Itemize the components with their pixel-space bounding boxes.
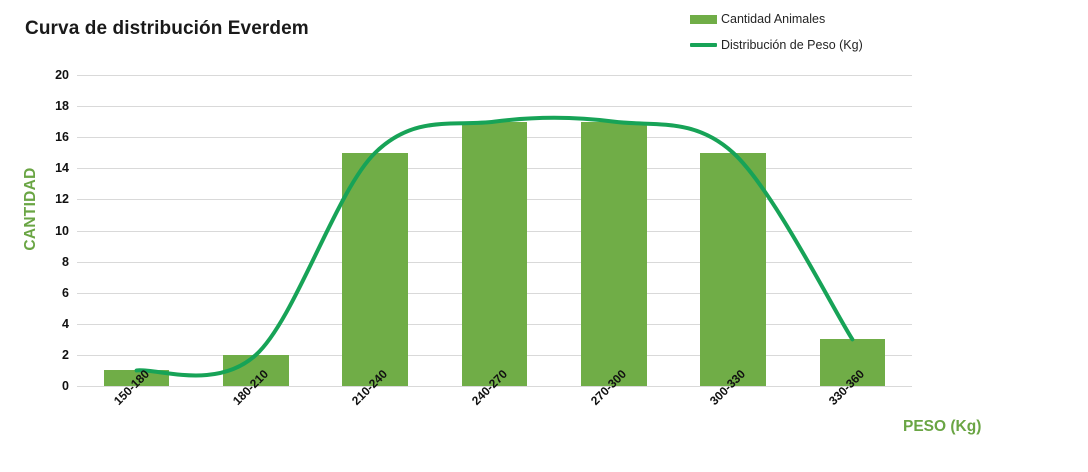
gridline	[77, 75, 912, 76]
gridline	[77, 386, 912, 387]
y-axis-tick-label: 6	[62, 285, 69, 300]
bar[interactable]	[461, 121, 528, 386]
plot-area	[77, 75, 912, 387]
legend-item-cantidad-animales[interactable]: Cantidad Animales	[690, 6, 1020, 32]
y-axis-tick-label: 10	[55, 223, 69, 238]
y-axis-tick-labels: 20 18 16 14 12 10 8 6 4 2 0	[7, 68, 69, 393]
bar[interactable]	[580, 121, 647, 386]
chart-legend: Cantidad Animales Distribución de Peso (…	[690, 6, 1020, 58]
y-axis-tick-label: 18	[55, 99, 69, 114]
y-axis-tick-label: 0	[62, 379, 69, 393]
distribution-curve	[134, 115, 855, 378]
bar[interactable]	[103, 370, 170, 386]
y-axis-tick-label: 20	[55, 68, 69, 82]
legend-item-label: Cantidad Animales	[721, 12, 826, 26]
chart-title: Curva de distribución Everdem	[25, 18, 309, 39]
line-series	[134, 115, 855, 378]
bar[interactable]	[819, 339, 886, 386]
y-axis-tick-label: 12	[55, 192, 69, 207]
x-axis-title: PESO (Kg)	[903, 418, 982, 435]
y-axis-tick-label: 16	[55, 130, 69, 145]
y-axis-tick-label: 2	[62, 347, 69, 362]
legend-item-label: Distribución de Peso (Kg)	[721, 38, 863, 52]
gridline	[77, 106, 912, 108]
legend-line-swatch-icon	[690, 32, 718, 58]
legend-bar-swatch-icon	[690, 6, 718, 32]
legend-item-distribucion-de-peso[interactable]: Distribución de Peso (Kg)	[690, 32, 1020, 58]
bar[interactable]	[342, 152, 408, 386]
y-axis-tick-label: 8	[62, 254, 69, 269]
y-axis-tick-label: 14	[55, 161, 69, 176]
bar[interactable]	[700, 152, 766, 386]
y-axis-tick-label: 4	[62, 316, 69, 331]
x-axis-tick-labels: 150-180 180-210 210-240 240-270 270-300 300-3…	[77, 367, 912, 446]
